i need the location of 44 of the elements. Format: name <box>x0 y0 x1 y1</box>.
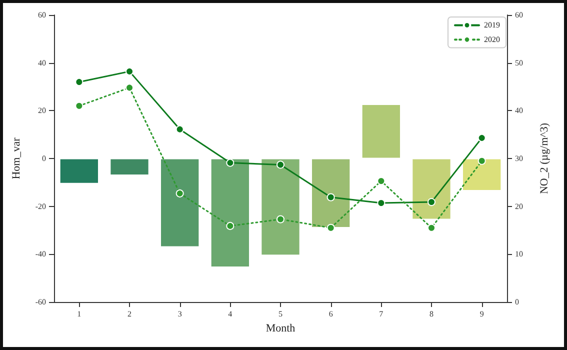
y2-tick-label: 40 <box>515 106 523 116</box>
x-tick-label: 3 <box>178 310 182 318</box>
x-axis-title: Month <box>266 322 296 334</box>
y-axis-title: Hom_var <box>10 137 22 180</box>
x-tick-label: 9 <box>480 310 484 318</box>
y2-tick-label: 60 <box>515 10 523 20</box>
point <box>75 78 84 86</box>
y2-tick-label: 0 <box>515 298 519 306</box>
y-tick-label: -60 <box>35 298 46 306</box>
y2-tick-label: 30 <box>515 154 523 163</box>
legend-label: 2019 <box>484 20 500 30</box>
point <box>226 158 234 167</box>
x-tick-label: 5 <box>278 310 282 318</box>
point <box>75 102 84 110</box>
y-tick-label: 0 <box>42 154 46 163</box>
y-tick-label: 20 <box>38 106 46 116</box>
x-tick-label: 8 <box>430 310 434 318</box>
y2-axis-title: NO_2 (µg/m^3) <box>538 122 550 194</box>
y2-tick-label: 50 <box>515 58 523 68</box>
y-tick-label: 40 <box>38 58 46 68</box>
point <box>326 224 335 232</box>
point <box>478 156 486 165</box>
x-tick-label: 4 <box>228 310 232 318</box>
x-tick-label: 6 <box>328 310 333 318</box>
point <box>478 134 486 142</box>
point <box>428 224 436 232</box>
point <box>126 84 134 92</box>
y-tick-label: -40 <box>35 250 46 259</box>
point <box>176 125 184 134</box>
y2-tick-label: 20 <box>515 202 523 211</box>
legend-label: 2020 <box>484 35 500 44</box>
point <box>226 222 234 230</box>
x-tick-label: 7 <box>379 310 384 318</box>
point <box>126 67 134 76</box>
y2-tick-label: 10 <box>515 250 523 259</box>
point <box>326 193 335 202</box>
x-tick-label: 2 <box>128 310 132 318</box>
y-tick-label: 60 <box>38 10 46 20</box>
y-tick-label: -20 <box>35 202 46 211</box>
point <box>428 198 436 206</box>
point <box>276 215 284 224</box>
x-tick-label: 1 <box>77 310 82 318</box>
point <box>276 160 284 169</box>
point <box>176 189 184 198</box>
